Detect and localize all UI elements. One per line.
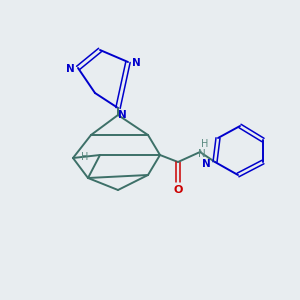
Text: N: N [198, 149, 206, 159]
Text: H: H [201, 139, 209, 149]
Text: N: N [132, 58, 140, 68]
Text: O: O [173, 185, 183, 195]
Text: H: H [81, 152, 89, 162]
Text: N: N [202, 159, 210, 169]
Text: N: N [118, 110, 126, 120]
Text: N: N [66, 64, 74, 74]
